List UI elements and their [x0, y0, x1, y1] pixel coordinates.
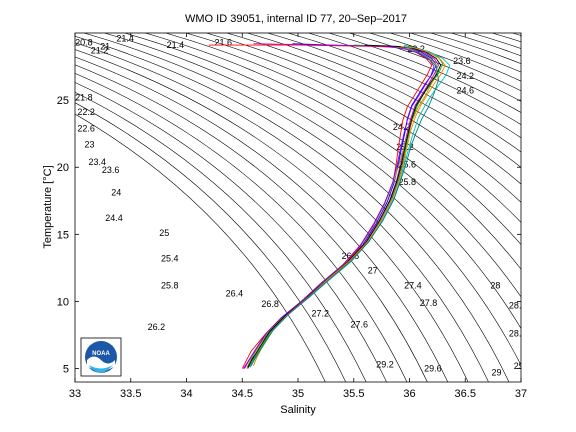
isopycnal-label: 23 [84, 139, 94, 149]
isopycnal-label: 28.4 [509, 300, 527, 310]
profile-line [247, 44, 442, 368]
isopycnal-label: 21.4 [167, 40, 185, 50]
isopycnal-line [75, 42, 489, 382]
isopycnal-line [308, 33, 521, 126]
isopycnal-label: 27.4 [404, 280, 422, 290]
isopycnal-line [75, 36, 510, 382]
isopycnal-line [247, 33, 521, 168]
isopycnal-line [430, 33, 521, 65]
isopycnal-label: 27.8 [420, 298, 438, 308]
x-tick-label: 36.5 [455, 388, 476, 400]
isopycnal-label: 28 [490, 280, 500, 290]
isopycnal-line [75, 56, 448, 382]
isopycnal-label: 29 [491, 368, 501, 378]
isopycnal-line [369, 33, 521, 92]
x-tick-label: 36 [403, 388, 415, 400]
x-tick-label: 33.5 [120, 388, 141, 400]
isopycnal-line [185, 33, 521, 223]
isopycnal-label: 25.6 [399, 160, 417, 170]
isopycnal-line [206, 33, 521, 203]
x-tick-label: 33 [69, 388, 81, 400]
isopycnal-line [75, 49, 469, 382]
y-tick-label: 15 [57, 229, 69, 241]
y-tick-label: 20 [57, 162, 69, 174]
isopycnal-line [83, 33, 521, 366]
x-tick-label: 35 [292, 388, 304, 400]
y-axis-label: Temperature [°C] [42, 165, 54, 248]
y-axis: 5 10 15 20 25 [57, 95, 521, 376]
isopycnal-label: 26.4 [226, 288, 244, 298]
x-tick-label: 34 [180, 388, 192, 400]
isopycnal-label: 27.6 [351, 319, 369, 329]
isopycnal-label: 23.4 [89, 157, 107, 167]
isopycnal-label: 23.6 [453, 56, 471, 66]
isopycnal-label: 25.8 [161, 280, 179, 290]
isopycnal-line [267, 33, 521, 153]
isopycnal-label: 22.6 [77, 123, 95, 133]
isopycnal-label: 26.2 [148, 322, 166, 332]
isopycnal-label: 25.8 [399, 177, 417, 187]
isopycnal-label: 21.4 [116, 33, 134, 43]
isopycnal-line [75, 113, 326, 382]
isopycnal-label: 25 [159, 228, 169, 238]
isopycnal-line [389, 33, 521, 82]
x-axis: 33 33.5 34 34.5 35 35.5 36 36.5 37 [69, 33, 527, 400]
isopycnal-label: 29.6 [424, 364, 442, 374]
noaa-logo: NOAA [80, 337, 122, 377]
isopycnal-line [104, 33, 521, 330]
isopycnal-line [75, 82, 387, 382]
isopycnal-label: 25.4 [161, 254, 179, 264]
isopycnal-line [75, 73, 408, 382]
isopycnal-label: 27.2 [312, 309, 330, 319]
isopycnal-label: 29.2 [376, 360, 394, 370]
y-tick-label: 10 [57, 296, 69, 308]
x-axis-label: Salinity [280, 404, 316, 416]
profile-line [249, 45, 439, 368]
isopycnal-line [328, 33, 521, 113]
isopycnal-label: 27 [368, 266, 378, 276]
isopycnal-label: 20.8 [75, 37, 93, 47]
profile-line [243, 45, 435, 369]
isopycnal-label: 21 [100, 41, 110, 51]
isopycnal-label: 23.6 [102, 165, 120, 175]
noaa-logo-water [89, 365, 113, 373]
x-tick-label: 34.5 [232, 388, 253, 400]
isopycnal-line [75, 102, 346, 382]
isopycnal-label: 29 [514, 361, 524, 371]
isopycnal-label: 22.2 [77, 107, 95, 117]
x-tick-label: 35.5 [343, 388, 364, 400]
isopycnal-label: 24 [111, 188, 121, 198]
y-tick-label: 25 [57, 95, 69, 107]
y-tick-label: 5 [63, 364, 69, 376]
isopycnal-label: 28.8 [509, 329, 527, 339]
x-tick-label: 37 [515, 388, 527, 400]
isopycnal-label: 26.8 [261, 299, 279, 309]
isopycnal-label: 21.8 [75, 92, 93, 102]
isopycnal-line [287, 33, 521, 139]
isopycnal-line [145, 33, 521, 270]
isopycnal-label: 24.6 [456, 86, 474, 96]
isopycnal-label: 24.4 [105, 213, 123, 223]
isopycnal-line [165, 33, 521, 246]
isopycnal-label: 21.6 [215, 37, 233, 47]
isopycnal-line [75, 64, 428, 382]
isopycnal-label: 24.2 [456, 71, 474, 81]
isopycnal-line [75, 91, 367, 382]
chart-title: WMO ID 39051, internal ID 77, 20–Sep–201… [185, 13, 407, 25]
isopycnal-line [226, 33, 521, 185]
isopycnal-label: 21.2 [91, 45, 109, 55]
profile-series [208, 43, 451, 369]
isopycnal-line [410, 33, 521, 73]
noaa-logo-text: NOAA [92, 351, 110, 357]
